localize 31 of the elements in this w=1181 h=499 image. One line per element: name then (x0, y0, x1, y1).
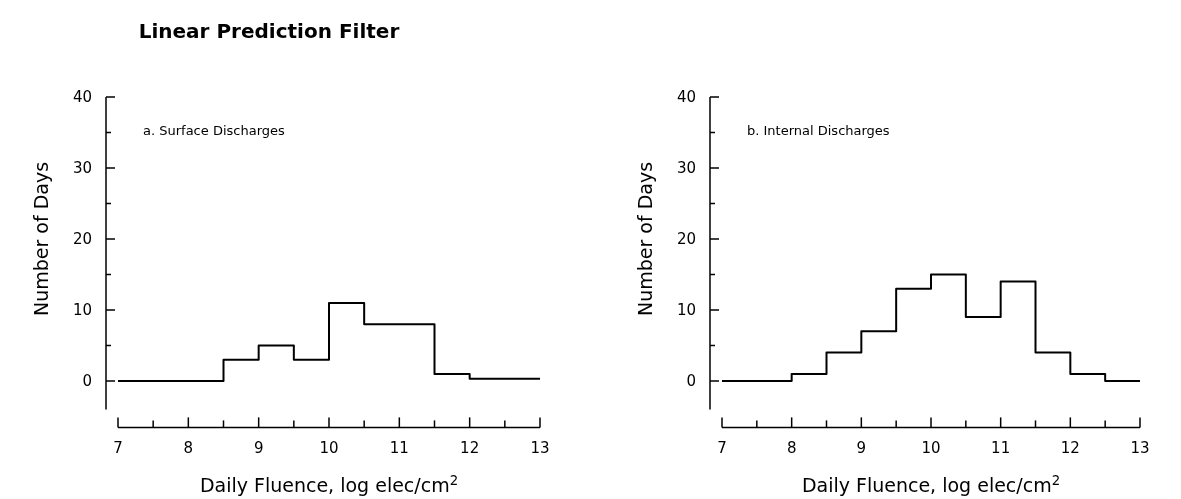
y-tick-label: 40 (676, 88, 696, 106)
y-axis-title: Number of Days (634, 161, 656, 317)
x-tick-label: 8 (183, 439, 194, 458)
x-tick-label: 10 (319, 439, 339, 458)
x-axis-title: Daily Fluence, log elec/cm$^{2}$ (801, 472, 1061, 496)
annotation: b. Internal Discharges (747, 123, 890, 138)
y-tick-label: 30 (72, 159, 92, 177)
x-tick-label: 8 (786, 439, 797, 458)
x-tick-label: 12 (1060, 439, 1080, 458)
x-tick-label: 9 (856, 439, 867, 458)
y-tick-label: 30 (676, 159, 696, 177)
x-tick-label: 7 (113, 439, 123, 458)
chart-title: Linear Prediction Filter (138, 19, 400, 43)
y-tick-label: 0 (686, 372, 696, 390)
x-tick-label: 11 (991, 439, 1011, 458)
y-tick-label: 10 (72, 301, 92, 319)
y-tick-label: 40 (72, 88, 92, 106)
x-axis-title: Daily Fluence, log elec/cm$^{2}$ (199, 472, 459, 496)
x-tick-label: 13 (530, 439, 550, 458)
y-tick-label: 10 (676, 301, 696, 319)
y-tick-label: 20 (72, 230, 92, 248)
x-tick-label: 11 (389, 439, 409, 458)
y-axis-title: Number of Days (30, 161, 52, 317)
x-tick-label: 10 (921, 439, 941, 458)
x-tick-label: 9 (253, 439, 264, 458)
x-tick-label: 13 (1130, 439, 1150, 458)
x-tick-label: 7 (717, 439, 727, 458)
annotation: a. Surface Discharges (143, 123, 285, 138)
x-tick-label: 12 (460, 439, 480, 458)
y-tick-label: 0 (82, 372, 92, 390)
y-tick-label: 20 (676, 230, 696, 248)
